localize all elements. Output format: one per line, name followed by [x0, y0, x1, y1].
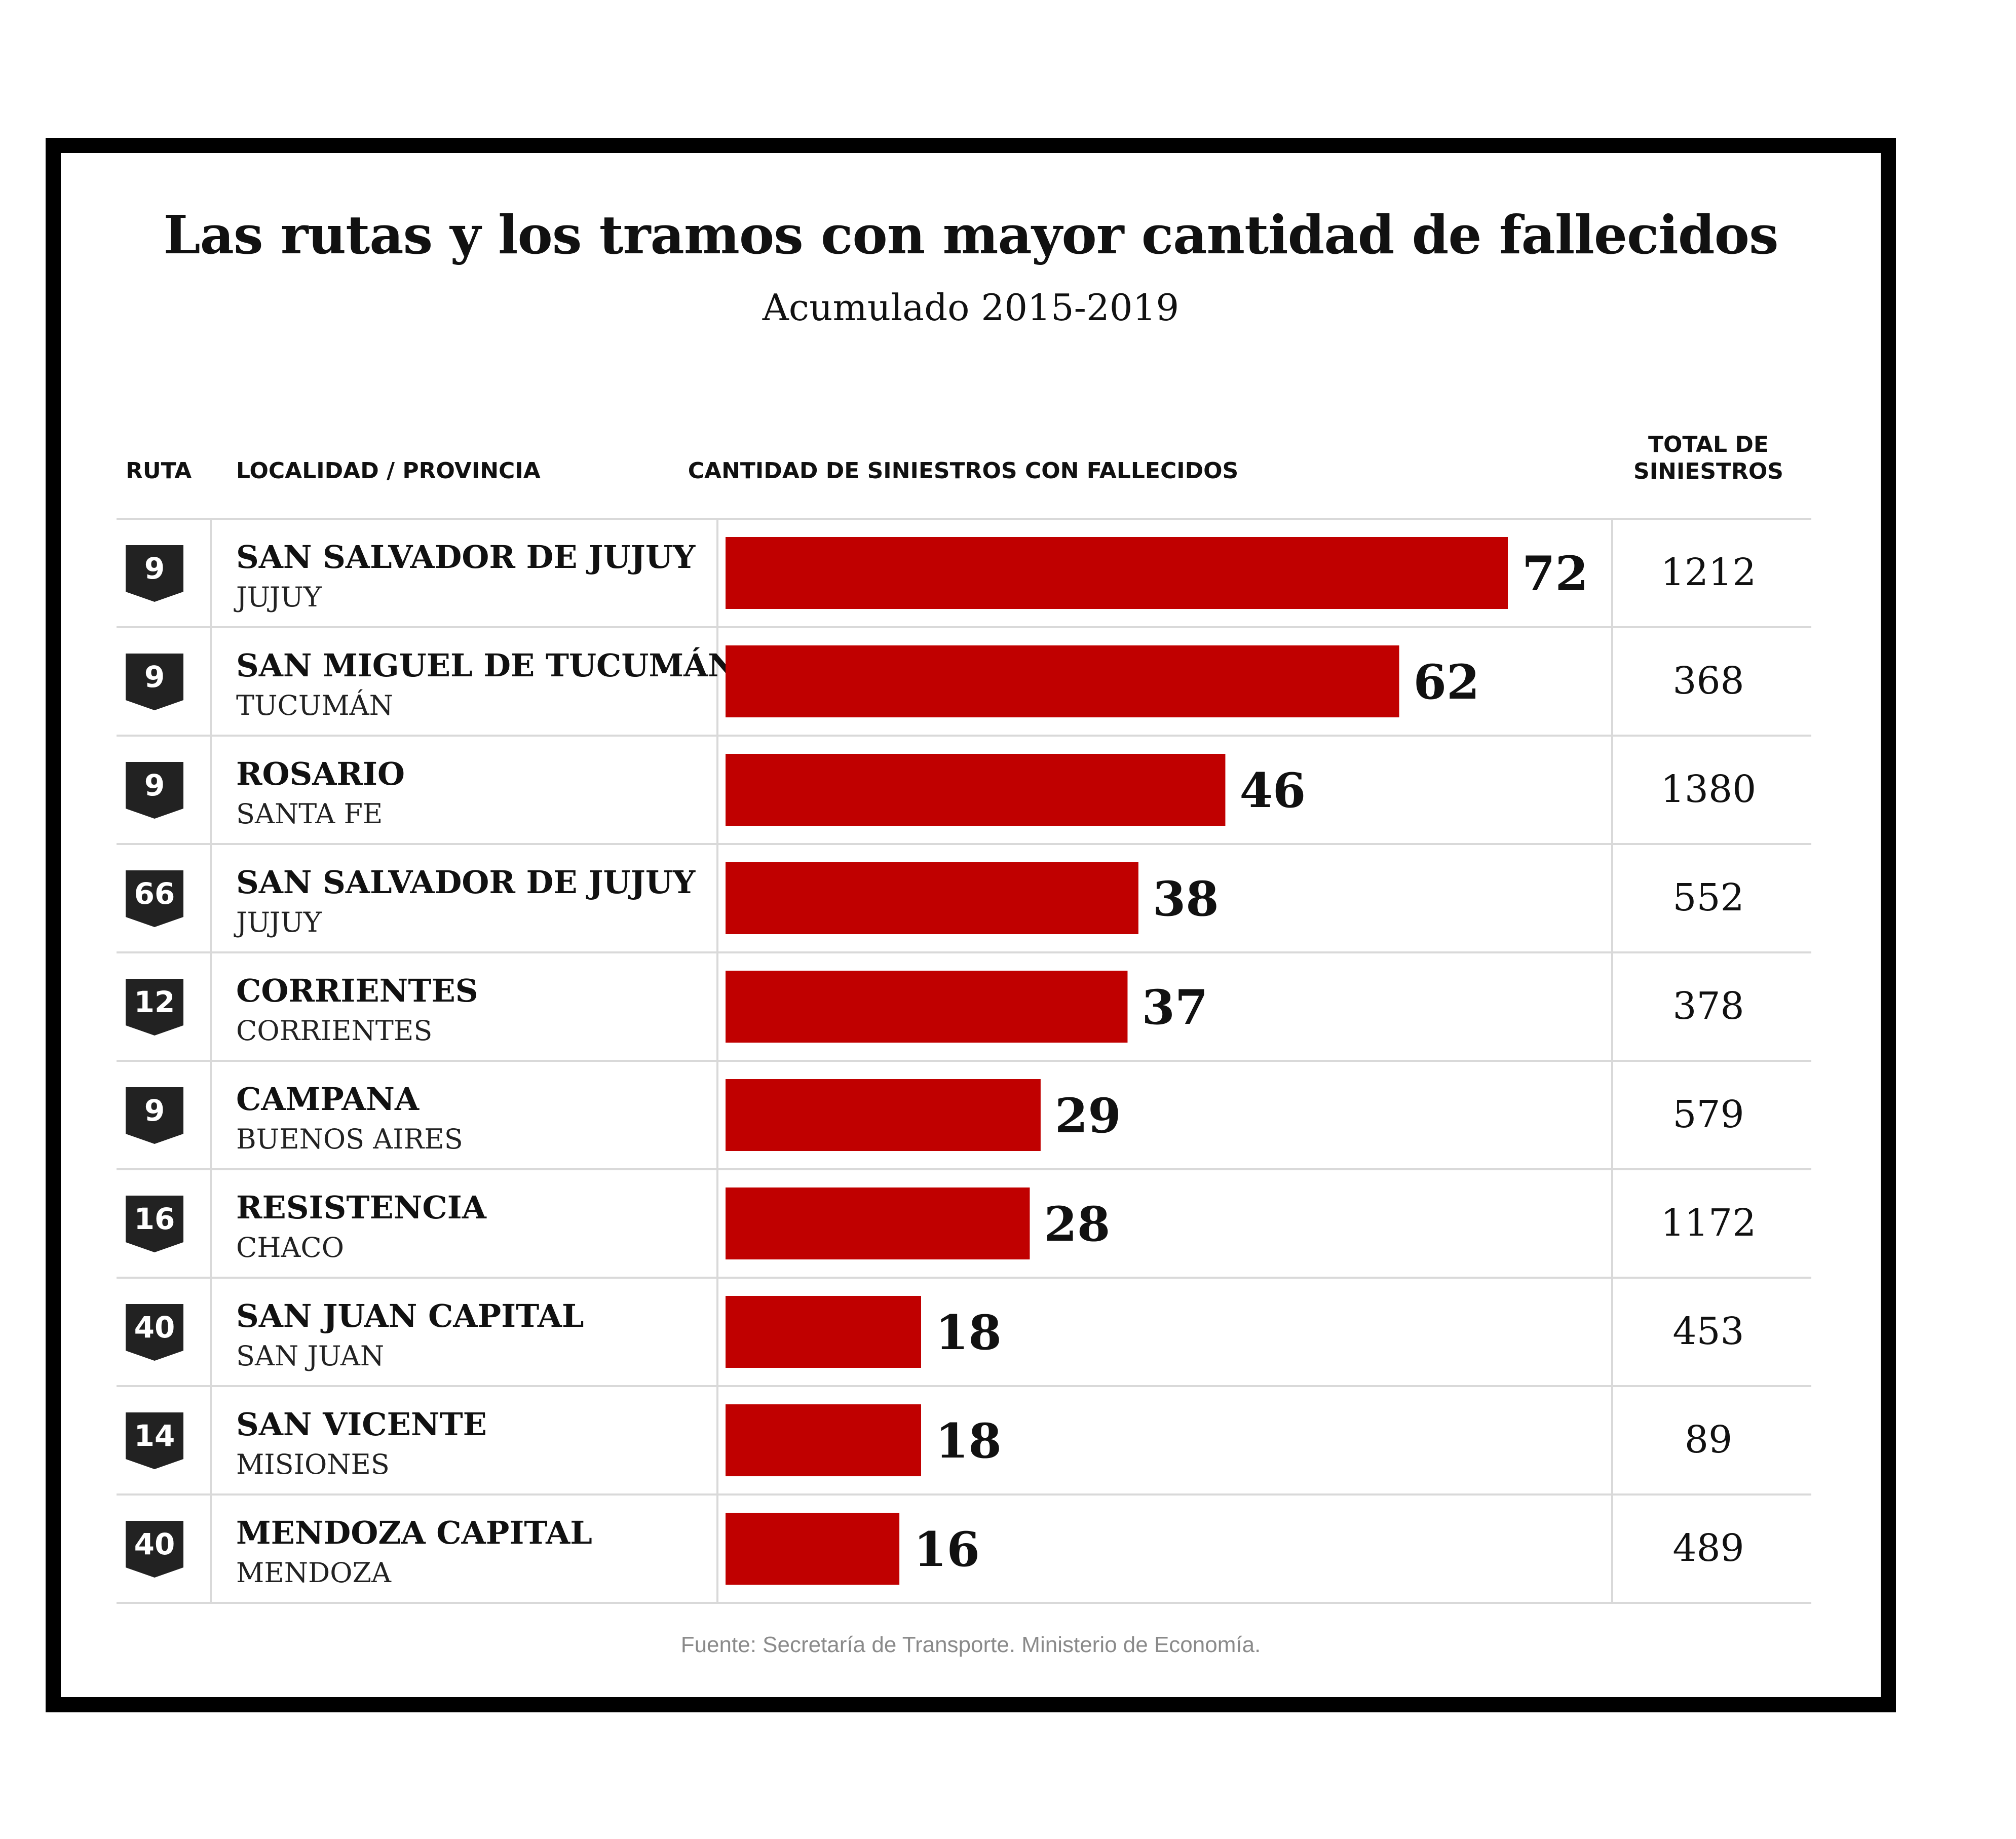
- bar-value-label: 28: [1044, 1197, 1110, 1252]
- total-siniestros: 378: [1672, 984, 1744, 1028]
- bar: [726, 645, 1399, 717]
- locality-name: CAMPANA: [236, 1081, 420, 1118]
- route-badge-icon: [126, 1304, 183, 1361]
- locality-name: MENDOZA CAPITAL: [236, 1514, 592, 1551]
- header-ruta: RUTA: [126, 458, 192, 484]
- header-total-line2: SINIESTROS: [1633, 458, 1783, 484]
- route-badge-icon: [126, 1087, 183, 1144]
- source-note: Fuente: Secretaría de Transporte. Minist…: [680, 1632, 1261, 1657]
- locality-name: SAN MIGUEL DE TUCUMÁN: [236, 647, 737, 684]
- locality-name: SAN SALVADOR DE JUJUY: [236, 539, 696, 576]
- province-name: SAN JUAN: [236, 1340, 384, 1372]
- total-siniestros: 368: [1672, 659, 1744, 703]
- bar-chart: 9 SAN SALVADOR DE JUJUY JUJUY 72 1212 9 SAN MI…: [117, 518, 1811, 1604]
- locality-name: SAN SALVADOR DE JUJUY: [236, 864, 696, 901]
- route-number: 9: [144, 1093, 165, 1128]
- locality-name: ROSARIO: [236, 755, 405, 792]
- bar: [726, 1187, 1030, 1259]
- province-name: MISIONES: [236, 1448, 390, 1480]
- route-number: 12: [134, 985, 175, 1019]
- header-localidad: LOCALIDAD / PROVINCIA: [236, 458, 541, 484]
- total-siniestros: 89: [1685, 1418, 1732, 1462]
- chart-title: Las rutas y los tramos con mayor cantida…: [163, 204, 1778, 266]
- province-name: TUCUMÁN: [236, 689, 393, 721]
- bar: [726, 1079, 1041, 1151]
- total-siniestros: 579: [1672, 1093, 1744, 1136]
- bar: [726, 1296, 921, 1368]
- province-name: JUJUY: [234, 581, 322, 613]
- route-number: 14: [134, 1419, 175, 1453]
- route-badge-icon: [126, 1196, 183, 1252]
- total-siniestros: 1212: [1661, 551, 1756, 594]
- locality-name: RESISTENCIA: [236, 1189, 487, 1226]
- bar-value-label: 16: [914, 1522, 980, 1578]
- bar-value-label: 72: [1522, 546, 1588, 602]
- route-number: 16: [134, 1202, 175, 1236]
- bar-value-label: 18: [935, 1413, 1002, 1469]
- province-name: CHACO: [236, 1232, 344, 1263]
- bar-value-label: 29: [1055, 1088, 1121, 1144]
- bar: [726, 537, 1508, 609]
- total-siniestros: 552: [1672, 876, 1744, 920]
- bar-value-label: 37: [1142, 980, 1208, 1036]
- bar-value-label: 46: [1239, 763, 1306, 819]
- route-badge-icon: [126, 654, 183, 710]
- header-total: TOTAL DE SINIESTROS: [1607, 432, 1810, 485]
- province-name: MENDOZA: [236, 1557, 392, 1589]
- province-name: CORRIENTES: [236, 1015, 432, 1047]
- bar: [726, 754, 1226, 826]
- route-badge-icon: [126, 545, 183, 602]
- route-number: 40: [134, 1527, 175, 1561]
- bar: [726, 1404, 921, 1476]
- chart-frame: Las rutas y los tramos con mayor cantida…: [46, 138, 1896, 1712]
- route-number: 40: [134, 1310, 175, 1345]
- route-badge-icon: [126, 1521, 183, 1578]
- bar: [726, 971, 1128, 1043]
- bar: [726, 862, 1138, 934]
- route-number: 66: [134, 876, 175, 911]
- province-name: SANTA FE: [236, 798, 383, 830]
- route-badge-icon: [126, 762, 183, 819]
- bar: [726, 1513, 900, 1585]
- bar-value-label: 62: [1414, 655, 1480, 710]
- locality-name: SAN JUAN CAPITAL: [236, 1297, 584, 1334]
- bar-value-label: 18: [935, 1305, 1002, 1361]
- total-siniestros: 1380: [1661, 768, 1756, 811]
- total-siniestros: 453: [1672, 1310, 1744, 1353]
- total-siniestros: 1172: [1661, 1201, 1756, 1245]
- province-name: BUENOS AIRES: [236, 1123, 463, 1155]
- province-name: JUJUY: [234, 906, 322, 938]
- header-total-line1: TOTAL DE: [1648, 432, 1769, 457]
- route-number: 9: [144, 768, 165, 802]
- chart-subtitle: Acumulado 2015-2019: [762, 286, 1180, 329]
- route-badge-icon: [126, 870, 183, 927]
- bar-value-label: 38: [1153, 871, 1219, 927]
- total-siniestros: 489: [1672, 1526, 1744, 1570]
- route-number: 9: [144, 551, 165, 586]
- locality-name: SAN VICENTE: [236, 1406, 487, 1443]
- route-number: 9: [144, 660, 165, 694]
- header-cantidad: CANTIDAD DE SINIESTROS CON FALLECIDOS: [688, 458, 1239, 484]
- route-badge-icon: [126, 1412, 183, 1469]
- route-badge-icon: [126, 979, 183, 1036]
- locality-name: CORRIENTES: [236, 972, 478, 1009]
